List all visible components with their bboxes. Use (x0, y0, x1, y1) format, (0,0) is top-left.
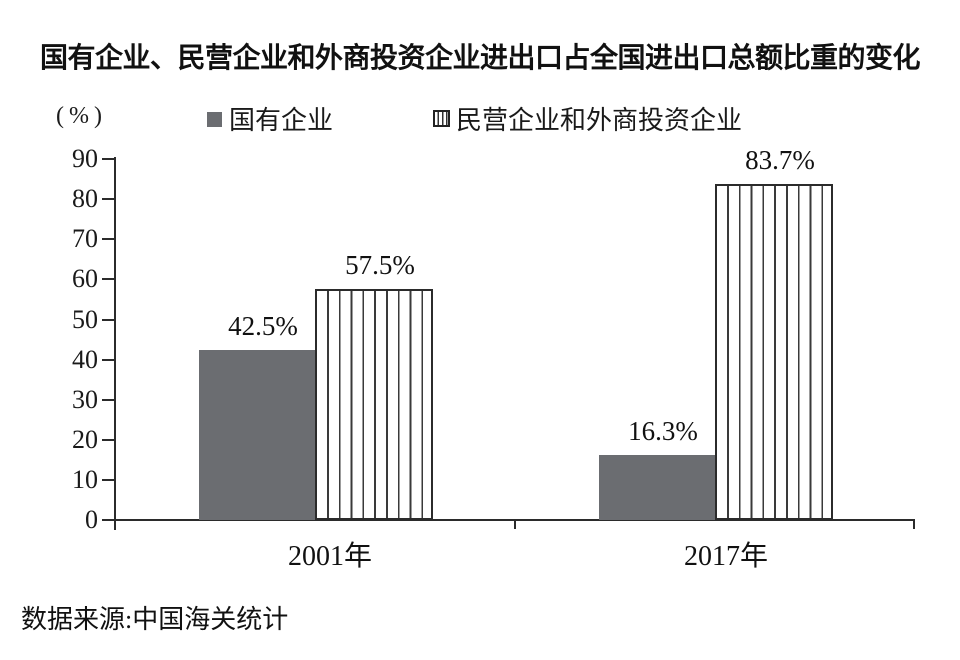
chart-title: 国有企业、民营企业和外商投资企业进出口占全国进出口总额比重的变化 (39, 42, 921, 73)
y-axis-tick-label: 90 (72, 144, 98, 174)
y-axis-tick (102, 278, 114, 281)
y-axis-tick (102, 238, 114, 241)
y-axis-tick-label: 80 (72, 184, 98, 214)
y-axis-tick (102, 438, 114, 441)
y-axis-tick-label: 20 (72, 424, 98, 454)
y-axis-tick-label: 40 (72, 344, 98, 374)
bar-state-owned (599, 455, 715, 520)
y-axis-tick-label: 50 (72, 304, 98, 334)
y-axis-line (114, 157, 116, 530)
y-axis-tick (102, 318, 114, 321)
legend-label-state-owned: 国有企业 (229, 106, 334, 135)
x-category-label: 2001年 (287, 541, 372, 572)
bar-state-owned (199, 350, 315, 520)
y-axis-tick (102, 398, 114, 401)
x-axis-tick (514, 521, 516, 529)
legend-swatch-private-foreign (433, 110, 450, 127)
y-axis-tick-label: 30 (72, 384, 98, 414)
x-axis-tick (913, 521, 915, 529)
x-axis-line (114, 519, 915, 521)
bar-value-label: 16.3% (628, 416, 698, 446)
data-source-note: 数据来源:中国海关统计 (21, 605, 289, 634)
y-axis-tick (102, 519, 114, 521)
legend-swatch-state-owned (207, 112, 222, 127)
y-axis-tick (102, 158, 114, 161)
y-axis-tick-label: 0 (85, 505, 98, 534)
y-axis-tick-label: 10 (72, 464, 98, 494)
legend-label-private-foreign: 民营企业和外商投资企业 (456, 106, 743, 135)
y-axis-tick (102, 198, 114, 201)
y-axis-tick-label: 70 (72, 224, 98, 254)
y-axis-tick (102, 358, 114, 361)
bar-private-foreign (715, 184, 833, 520)
bar-value-label: 83.7% (745, 145, 815, 175)
x-category-label: 2017年 (683, 541, 768, 572)
bar-private-foreign (315, 289, 433, 520)
y-axis-tick-label: 60 (72, 264, 98, 294)
bar-value-label: 57.5% (345, 250, 415, 280)
y-axis-tick (102, 478, 114, 481)
bar-value-label: 42.5% (228, 311, 298, 341)
y-axis-unit-label: (%) (56, 103, 107, 129)
